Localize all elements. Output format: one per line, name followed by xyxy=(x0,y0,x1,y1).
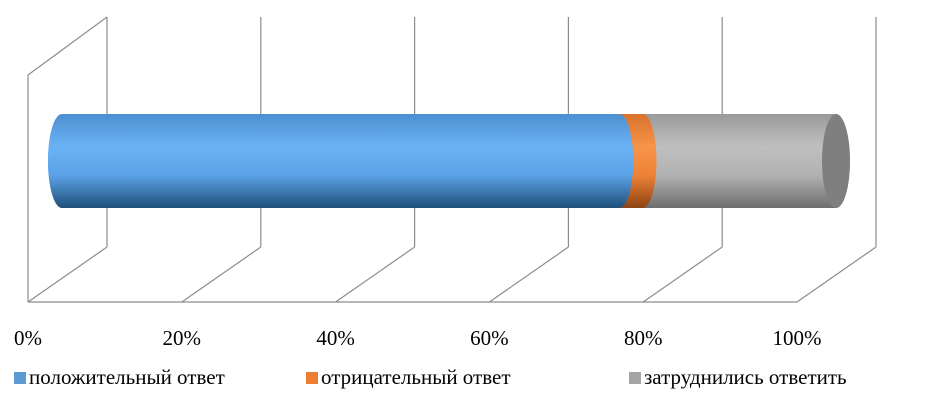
bar-segment-3 xyxy=(628,114,850,208)
legend-swatch xyxy=(306,372,318,384)
legend-label: отрицательный ответ xyxy=(321,365,511,389)
bar-start-cap xyxy=(48,114,76,208)
x-tick-label: 40% xyxy=(316,326,355,350)
x-tick-label: 0% xyxy=(14,326,42,350)
legend-swatch xyxy=(629,372,641,384)
floor-gridline xyxy=(489,246,569,303)
bar-end-cap xyxy=(822,114,850,208)
floor-gridline xyxy=(796,246,877,303)
x-tick-label: 80% xyxy=(624,326,663,350)
x-tick-label: 100% xyxy=(773,326,822,350)
bar-segment-1 xyxy=(48,114,634,208)
legend-label: затруднились ответить xyxy=(644,365,847,389)
floor-gridline xyxy=(642,246,723,303)
side-wall-top xyxy=(27,16,108,76)
floor-gridline xyxy=(181,246,262,303)
x-tick-label: 20% xyxy=(163,326,202,350)
legend-label: положительный ответ xyxy=(29,365,225,389)
floor-gridline xyxy=(27,246,108,303)
legend-swatch xyxy=(14,372,26,384)
x-tick-label: 60% xyxy=(470,326,509,350)
floor-gridline xyxy=(335,246,415,303)
